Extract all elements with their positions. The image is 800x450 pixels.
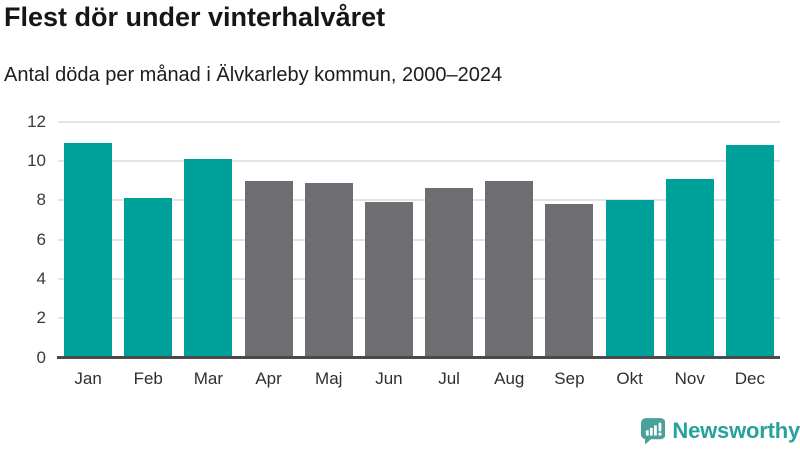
brand-name: Newsworthy [672,418,800,443]
x-axis-label-sep: Sep [554,369,585,388]
newsworthy-logo-icon [641,417,666,445]
x-axis-label-jun: Jun [375,369,403,388]
bar-jul [425,188,474,358]
x-axis-label-mar: Mar [193,369,224,388]
bar-apr [244,180,293,358]
bar-aug [485,180,534,358]
gridline-y4 [58,277,780,280]
bar-feb [124,198,173,358]
x-axis-label-aug: Aug [494,369,525,388]
x-axis-label-apr: Apr [255,369,282,388]
x-axis-label-jul: Jul [438,369,460,388]
gridline-y6 [58,238,780,241]
y-axis-label-2: 2 [36,308,46,328]
bar-jan [64,143,113,358]
bar-maj [304,182,353,358]
gridline-y10 [58,159,780,162]
x-axis-label-feb: Feb [133,369,163,388]
gridline-y12 [58,120,780,123]
x-axis-label-jan: Jan [74,369,102,388]
bar-nov [665,178,714,358]
bar-dec [725,145,774,358]
x-axis-label-dec: Dec [734,369,766,388]
y-axis-label-6: 6 [36,229,46,249]
x-axis-label-nov: Nov [674,369,705,388]
bar-sep [545,204,594,358]
x-axis-line [57,356,780,359]
chart-subtitle: Antal döda per månad i Älvkarleby kommun… [4,64,503,86]
gridline-y8 [58,199,780,202]
bar-mar [184,158,233,358]
y-axis-label-4: 4 [36,268,46,288]
chart-title: Flest dör under vinterhalvåret [4,2,386,32]
y-axis-label-8: 8 [36,190,46,210]
bar-okt [605,200,654,358]
y-axis-label-12: 12 [27,111,46,131]
y-axis-label-0: 0 [36,347,46,367]
gridline-y2 [58,317,780,320]
y-axis-label-10: 10 [27,150,46,170]
brand-footer: Newsworthy [641,414,800,448]
bar-jun [364,202,413,358]
x-axis-label-okt: Okt [616,369,643,388]
x-axis-label-maj: Maj [315,369,343,388]
